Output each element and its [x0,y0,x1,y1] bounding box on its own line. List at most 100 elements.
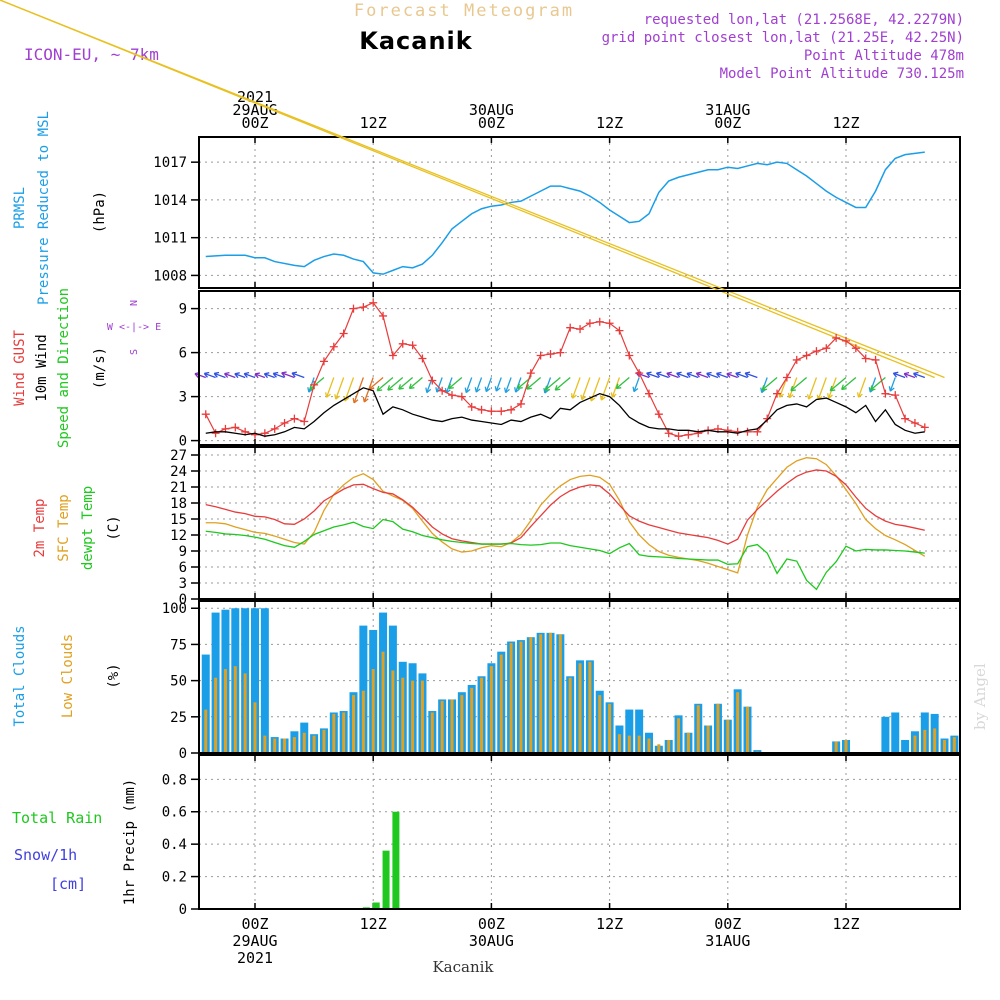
wind-arrow [309,377,325,390]
wind-arrow [611,377,621,398]
wind-arrow-head [706,371,712,378]
wind-gust-point [211,429,220,438]
temp-sfc-line [205,457,926,574]
low-cloud-bar [578,663,582,753]
wind-arrow-head [726,372,732,378]
wind-arrow-head [243,372,250,378]
low-cloud-bar [627,735,631,753]
wind-arrow [903,372,916,379]
total-cloud-bar [359,625,368,753]
bottom-time-label: 12Z [832,915,859,933]
low-cloud-bar [696,705,700,753]
wind-arrow [790,377,808,392]
low-cloud-bar [519,641,523,753]
y-tick-label: 12 [170,528,187,544]
wind-arrow [475,377,483,393]
low-cloud-bar [420,680,424,753]
y-tick-label: 27 [170,448,187,464]
wind-arrow [817,377,827,400]
wind-arrow [234,373,246,379]
temp-dewpt-label: dewpt Temp [80,486,96,570]
pressure-label-long: Pressure Reduced to MSL [36,111,52,305]
wind-arrow [841,377,857,390]
wind-gust-line [205,301,926,437]
bottom-time-label: 00Z [241,915,268,933]
wind-arrow-head [570,393,577,399]
low-cloud-bar [440,700,444,753]
wind-arrow [807,377,818,400]
y-tick-label: 1014 [153,193,187,209]
low-cloud-bar [430,712,434,753]
pressure-line [205,151,925,275]
wind-arrow-head [494,386,501,392]
low-cloud-bar [913,735,917,753]
wind-arrow [485,377,493,392]
wind-arrow [544,377,561,391]
top-time-label: 31AUG [705,101,750,119]
low-cloud-bar [736,692,740,753]
wind-arrow-head [599,395,606,401]
wind-gust-point [566,323,575,332]
wind-arrow-head [790,385,796,392]
wind-arrow [254,373,266,379]
wind-arrow [495,377,502,392]
y-tick-label: 0 [179,902,187,918]
top-time-label: 12Z [596,114,623,132]
wind-arrow [554,377,571,391]
wind-gust-point [635,369,644,378]
compass-south: S [129,349,140,355]
wind-arrow-head [368,384,375,390]
bottom-time-label: 00Z [478,915,505,933]
low-cloud-bar [598,695,602,753]
low-cloud-bar [677,718,681,753]
top-time-label: 00Z [241,114,268,132]
low-cloud-bar [411,680,415,753]
wind-gust-point [694,429,703,438]
footer-station-label: Kacanik [432,958,494,976]
low-cloud-bar [529,637,533,753]
wind-arrow [686,372,699,379]
wind-gust-point [457,392,466,401]
wind-arrow [571,377,581,399]
requested-location-info: requested lon,lat (21.2568E, 42.2279N) [644,12,964,28]
wind-arrow [204,372,216,379]
total-cloud-bar [201,654,210,753]
precip-panel: Total Rain Snow/1h [cm] 1hr Precip (mm) … [12,754,961,918]
wind-gust-point [270,424,279,433]
wind-gust-point [812,347,821,356]
wind-arrow [581,377,591,400]
wind-arrow [436,377,443,393]
wind-arrow-head [514,387,520,393]
wind-gust-point [487,407,496,416]
point-altitude-info: Point Altitude 478m [804,48,964,64]
y-tick-label: 9 [179,302,187,318]
wind-unit: (m/s) [92,347,108,389]
low-cloud-bar [233,666,237,753]
wind-arrow [526,377,542,390]
wind-arrow [368,377,384,390]
wind-gust-point [428,376,437,385]
top-time-label: 2021 [237,88,273,106]
total-cloud-bar [260,608,269,753]
wind-arrow-head [425,387,432,394]
low-cloud-bar [716,703,720,753]
watermark: by Angel [971,663,989,730]
wind-arrow-head [615,383,622,390]
wind-arrow-head [655,371,662,378]
low-cloud-bar [637,735,641,753]
wind-gust-point [832,333,841,342]
bottom-time-label: 31AUG [705,932,750,950]
low-cloud-bar [509,642,513,753]
wind-arrow-head [554,385,561,391]
wind-arrow [706,372,719,379]
wind-arrow-head [841,384,847,391]
low-cloud-bar [352,695,355,753]
wind-arrow-head [806,394,813,400]
wind-gust-point [467,402,476,411]
panel-frame [198,600,961,754]
total-cloud-bar [251,608,259,753]
wind-gust-point [861,354,870,363]
wind-gust-point [418,354,427,363]
wind-arrow-head [352,397,359,404]
